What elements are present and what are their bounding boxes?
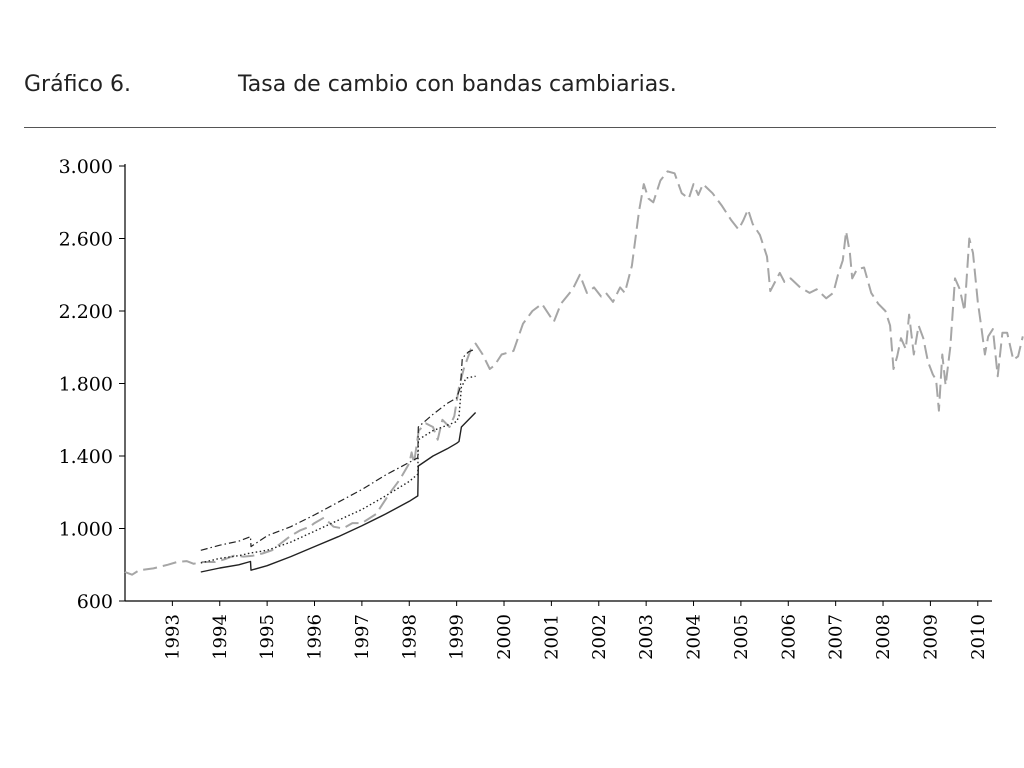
x-tick-label: 2008 bbox=[873, 614, 894, 660]
chart-axes: 600 1.000 1.400 1.800 2.200 2.600 3.000 1993 199… bbox=[59, 156, 992, 660]
x-tick-label: 2007 bbox=[826, 614, 847, 660]
y-tick-label: 1.800 bbox=[59, 374, 113, 396]
x-tick-label: 2006 bbox=[778, 614, 799, 660]
x-tick-label: 2005 bbox=[731, 614, 752, 660]
x-tick-label: 1997 bbox=[352, 614, 373, 660]
x-tick-label: 1996 bbox=[305, 614, 326, 660]
series-line-solid bbox=[200, 412, 477, 573]
x-tick-label: 2009 bbox=[920, 614, 941, 660]
x-tick-label: 2000 bbox=[494, 614, 515, 660]
x-tick-label: 1995 bbox=[257, 614, 278, 660]
y-tick-label: 1.400 bbox=[59, 446, 113, 468]
y-tick-label: 2.200 bbox=[59, 301, 113, 323]
chart-series-group bbox=[124, 170, 1024, 576]
x-tick-label: 2001 bbox=[541, 614, 562, 660]
series-line-dash-dot bbox=[200, 348, 476, 551]
x-tick-label: 1993 bbox=[162, 614, 183, 660]
x-tick-label: 2002 bbox=[589, 614, 610, 660]
header-rule bbox=[24, 127, 996, 128]
y-tick-label: 1.000 bbox=[59, 519, 113, 541]
x-tick-label: 2004 bbox=[684, 614, 705, 660]
chart-header: Gráfico 6. Tasa de cambio con bandas cam… bbox=[24, 72, 1004, 108]
figure-number: Gráfico 6. bbox=[24, 72, 131, 97]
series-line-dotted bbox=[200, 375, 476, 564]
x-tick-label: 1999 bbox=[447, 614, 468, 660]
x-tick-label: 2003 bbox=[636, 614, 657, 660]
series-line-gray-dashed bbox=[124, 170, 1024, 576]
y-tick-label: 600 bbox=[77, 591, 113, 613]
x-tick-label: 1994 bbox=[210, 614, 231, 660]
y-tick-label: 2.600 bbox=[59, 229, 113, 251]
x-tick-label: 1998 bbox=[399, 614, 420, 660]
chart-title: Tasa de cambio con bandas cambiarias. bbox=[238, 72, 677, 97]
y-tick-label: 3.000 bbox=[59, 156, 113, 178]
x-tick-label: 2010 bbox=[968, 614, 989, 660]
